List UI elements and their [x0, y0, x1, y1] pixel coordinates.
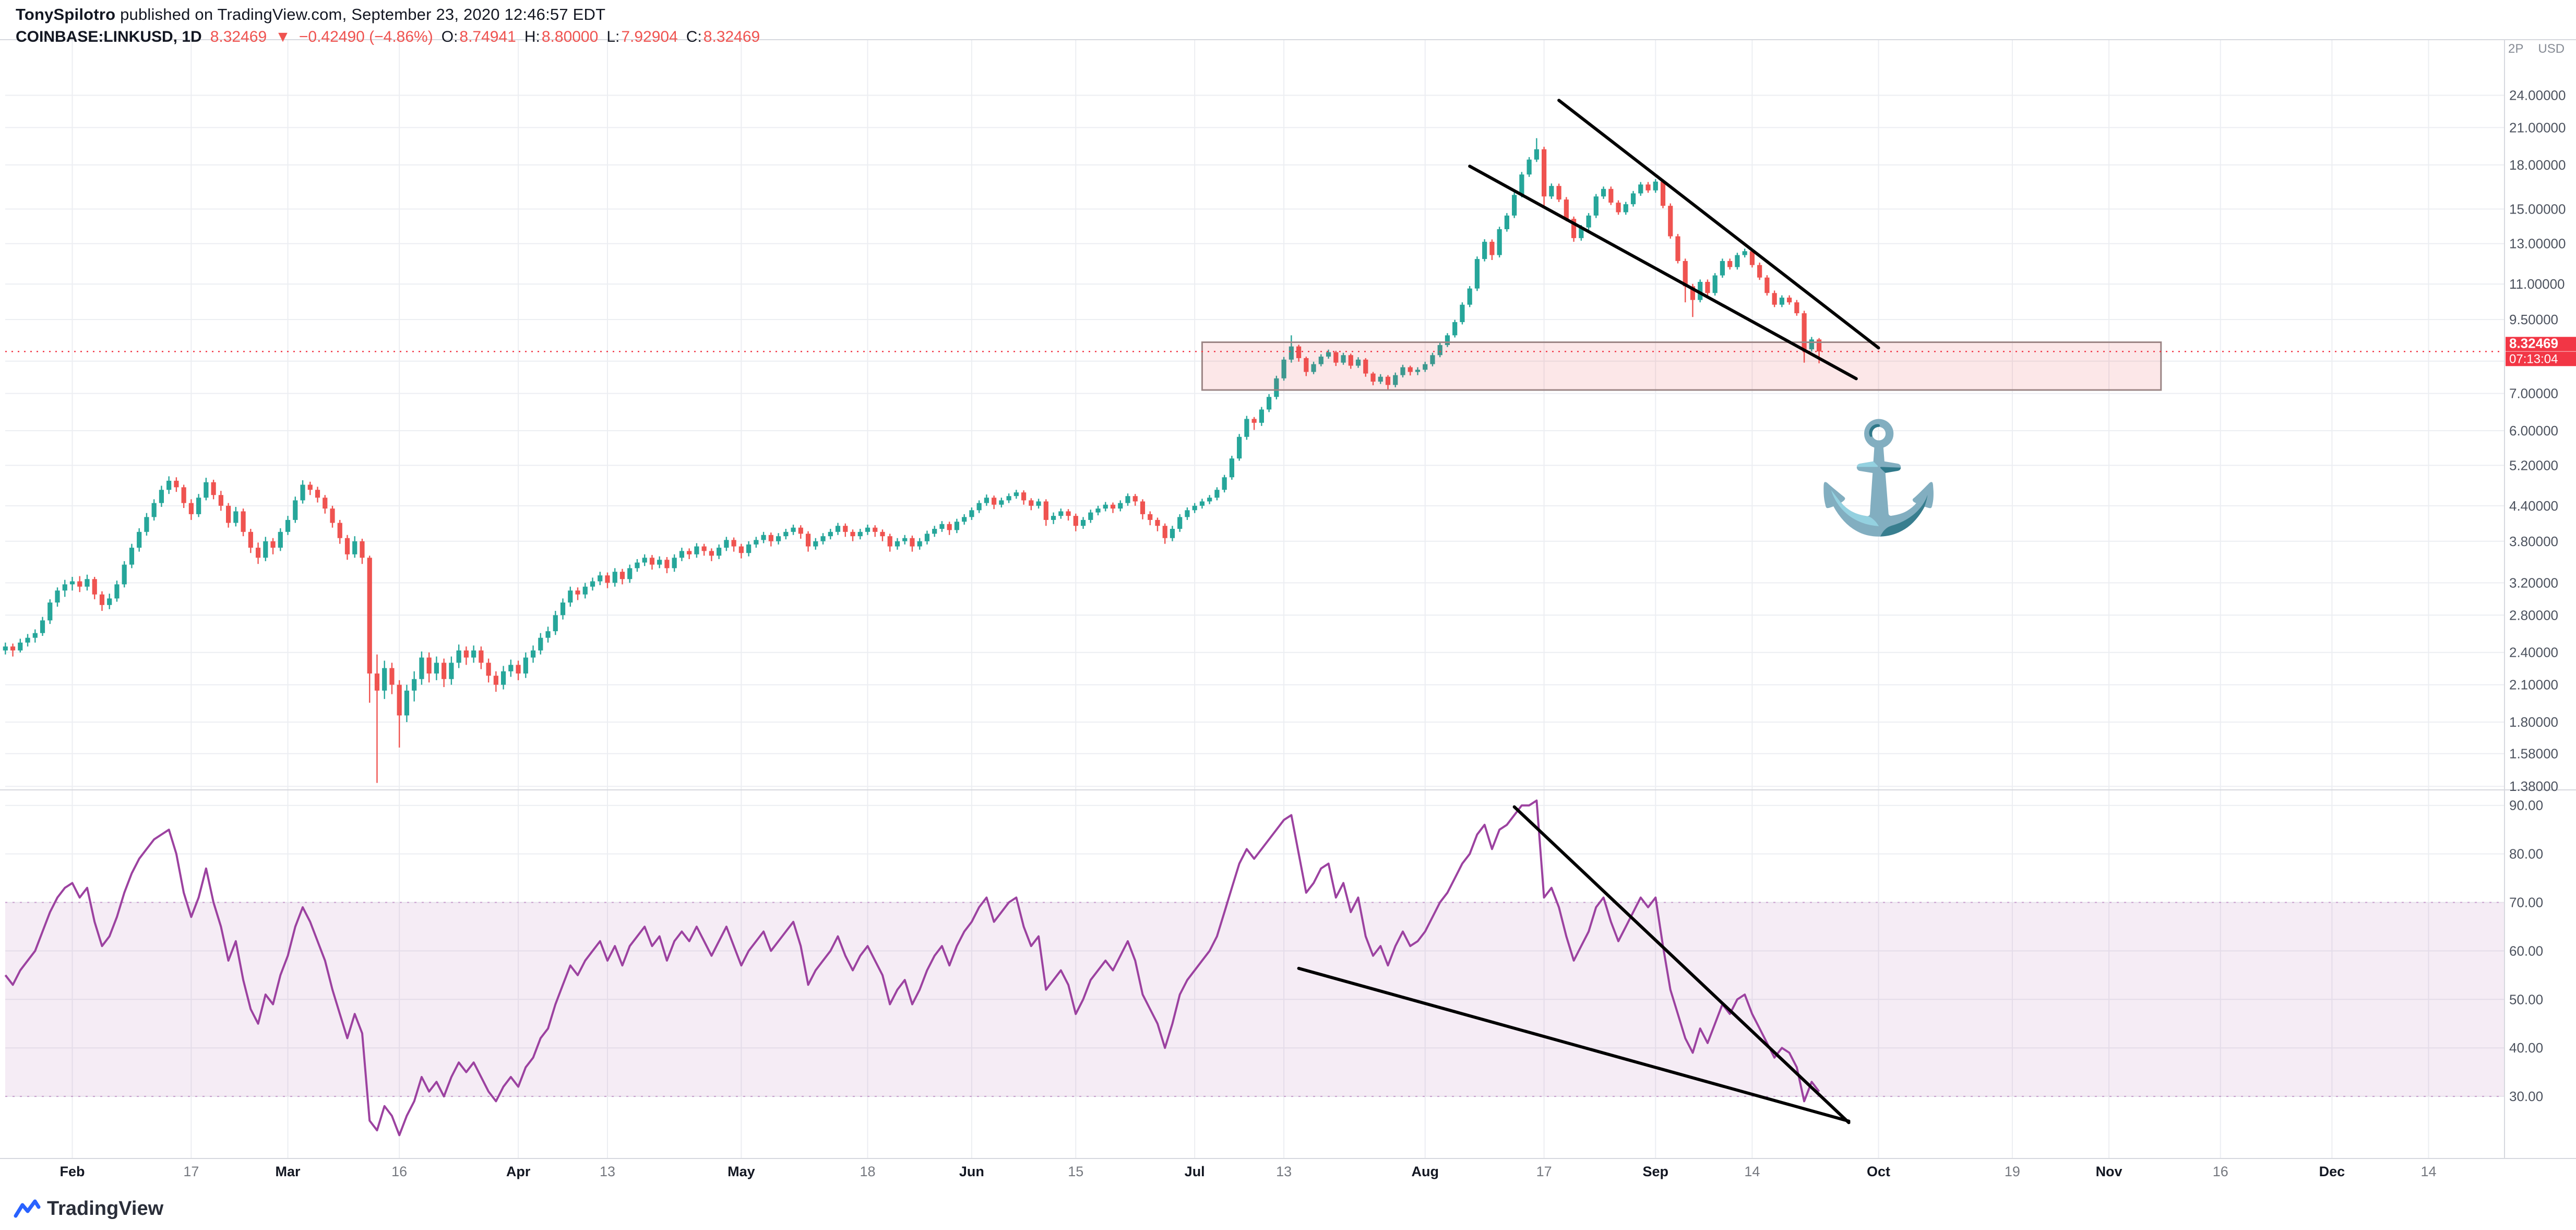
time-axis[interactable]: Feb 17 Mar 16 Apr 13 May 18 Jun 15 Jul 13 Aug 17 Sep 14…: [59, 1164, 2436, 1179]
svg-text:Feb: Feb: [59, 1164, 85, 1179]
svg-text:Aug: Aug: [1411, 1164, 1438, 1179]
svg-text:90.00: 90.00: [2509, 798, 2543, 813]
svg-text:40.00: 40.00: [2509, 1040, 2543, 1056]
svg-text:15.00000: 15.00000: [2509, 201, 2566, 217]
svg-text:17: 17: [1536, 1164, 1552, 1179]
svg-text:11.00000: 11.00000: [2509, 276, 2565, 292]
byline-text: published on TradingView.com, September …: [115, 5, 606, 23]
svg-text:Apr: Apr: [506, 1164, 531, 1179]
svg-text:14: 14: [2421, 1164, 2437, 1179]
svg-text:80.00: 80.00: [2509, 846, 2543, 862]
rsi-trendline-2[interactable]: [1512, 805, 1851, 1125]
price-trendline-2[interactable]: [1468, 164, 1858, 381]
svg-text:Jun: Jun: [959, 1164, 984, 1179]
svg-text:50.00: 50.00: [2509, 991, 2543, 1007]
svg-text:13: 13: [600, 1164, 615, 1179]
svg-text:13: 13: [1276, 1164, 1292, 1179]
svg-text:13.00000: 13.00000: [2509, 236, 2566, 252]
tradingview-logo-icon: [14, 1199, 41, 1217]
svg-text:Mar: Mar: [276, 1164, 301, 1179]
ohlc-close-value: 8.32469: [703, 28, 760, 45]
ohlc-open-value: 8.74941: [459, 28, 516, 45]
anchor-emoji[interactable]: ⚓: [1812, 417, 1945, 538]
rsi-plot[interactable]: [4, 799, 1820, 1137]
svg-text:Dec: Dec: [2319, 1164, 2345, 1179]
svg-text:3.20000: 3.20000: [2509, 575, 2558, 590]
ohlc-low: L: 7.92904: [606, 28, 677, 46]
currency-label[interactable]: USD: [2538, 42, 2565, 56]
snapshot-header: TonySpilotro published on TradingView.co…: [16, 5, 760, 46]
symbol-line: COINBASE:LINKUSD, 1D 8.32469 ▼ −0.42490 …: [16, 28, 760, 46]
rsi-band: [5, 902, 2505, 1097]
svg-text:1.80000: 1.80000: [2509, 714, 2558, 730]
price-trendline-1[interactable]: [1557, 99, 1880, 350]
svg-text:16: 16: [2213, 1164, 2228, 1179]
ohlc-open: O: 8.74941: [442, 28, 516, 46]
svg-text:8.32469: 8.32469: [2509, 335, 2558, 351]
symbol-interval: COINBASE:LINKUSD, 1D: [16, 28, 202, 45]
svg-text:15: 15: [1068, 1164, 1083, 1179]
author-name: TonySpilotro: [16, 5, 116, 23]
svg-text:30.00: 30.00: [2509, 1089, 2543, 1104]
tradingview-logo[interactable]: TradingView: [14, 1198, 163, 1220]
svg-text:21.00000: 21.00000: [2509, 120, 2566, 135]
rsi-trendline-1[interactable]: [1297, 966, 1851, 1123]
header-last-price: 8.32469: [210, 28, 267, 45]
byline: TonySpilotro published on TradingView.co…: [16, 5, 760, 24]
svg-text:3.80000: 3.80000: [2509, 534, 2558, 549]
ohlc-high-label: H:: [524, 28, 540, 45]
svg-text:2.80000: 2.80000: [2509, 607, 2558, 623]
svg-text:70.00: 70.00: [2509, 895, 2543, 910]
svg-text:9.50000: 9.50000: [2509, 312, 2558, 327]
price-change: −0.42490 (−4.86%): [299, 28, 433, 45]
ohlc-low-value: 7.92904: [621, 28, 678, 45]
ohlc-open-label: O:: [441, 28, 458, 45]
ohlc-high-value: 8.80000: [541, 28, 599, 45]
ohlc-close: C: 8.32469: [686, 28, 760, 46]
svg-text:19: 19: [2005, 1164, 2020, 1179]
svg-text:7.00000: 7.00000: [2509, 386, 2558, 401]
svg-text:17: 17: [183, 1164, 199, 1179]
svg-text:24.00000: 24.00000: [2509, 88, 2566, 103]
svg-text:60.00: 60.00: [2509, 943, 2543, 959]
svg-text:07:13:04: 07:13:04: [2509, 352, 2558, 366]
svg-text:Jul: Jul: [1185, 1164, 1205, 1179]
svg-text:2.40000: 2.40000: [2509, 645, 2558, 660]
svg-text:16: 16: [391, 1164, 407, 1179]
ohlc-high: H: 8.80000: [524, 28, 598, 46]
ohlc-close-label: C:: [686, 28, 702, 45]
down-arrow-icon: ▼: [275, 28, 291, 45]
svg-text:Sep: Sep: [1642, 1164, 1668, 1179]
tradingview-logo-text: TradingView: [47, 1198, 164, 1220]
svg-text:5.20000: 5.20000: [2509, 457, 2558, 473]
svg-text:4.40000: 4.40000: [2509, 498, 2558, 514]
svg-text:May: May: [728, 1164, 755, 1179]
ohlc-low-label: L:: [606, 28, 620, 45]
svg-text:1.58000: 1.58000: [2509, 746, 2558, 762]
price-axis[interactable]: 24.00000 21.00000 18.00000 15.00000 13.00000…: [2509, 88, 2566, 1105]
svg-text:14: 14: [1744, 1164, 1760, 1179]
svg-text:18.00000: 18.00000: [2509, 157, 2566, 173]
support-zone-rectangle[interactable]: [1201, 341, 2162, 391]
svg-text:2.10000: 2.10000: [2509, 677, 2558, 693]
candles-layer[interactable]: [3, 138, 1822, 783]
svg-text:Nov: Nov: [2096, 1164, 2122, 1179]
pane-corner-label: 2P: [2508, 42, 2524, 56]
svg-text:18: 18: [860, 1164, 875, 1179]
svg-text:1.38000: 1.38000: [2509, 778, 2558, 794]
price-axis-corner: 2P USD: [2508, 42, 2565, 56]
svg-text:Oct: Oct: [1867, 1164, 1890, 1179]
svg-text:6.00000: 6.00000: [2509, 423, 2558, 439]
